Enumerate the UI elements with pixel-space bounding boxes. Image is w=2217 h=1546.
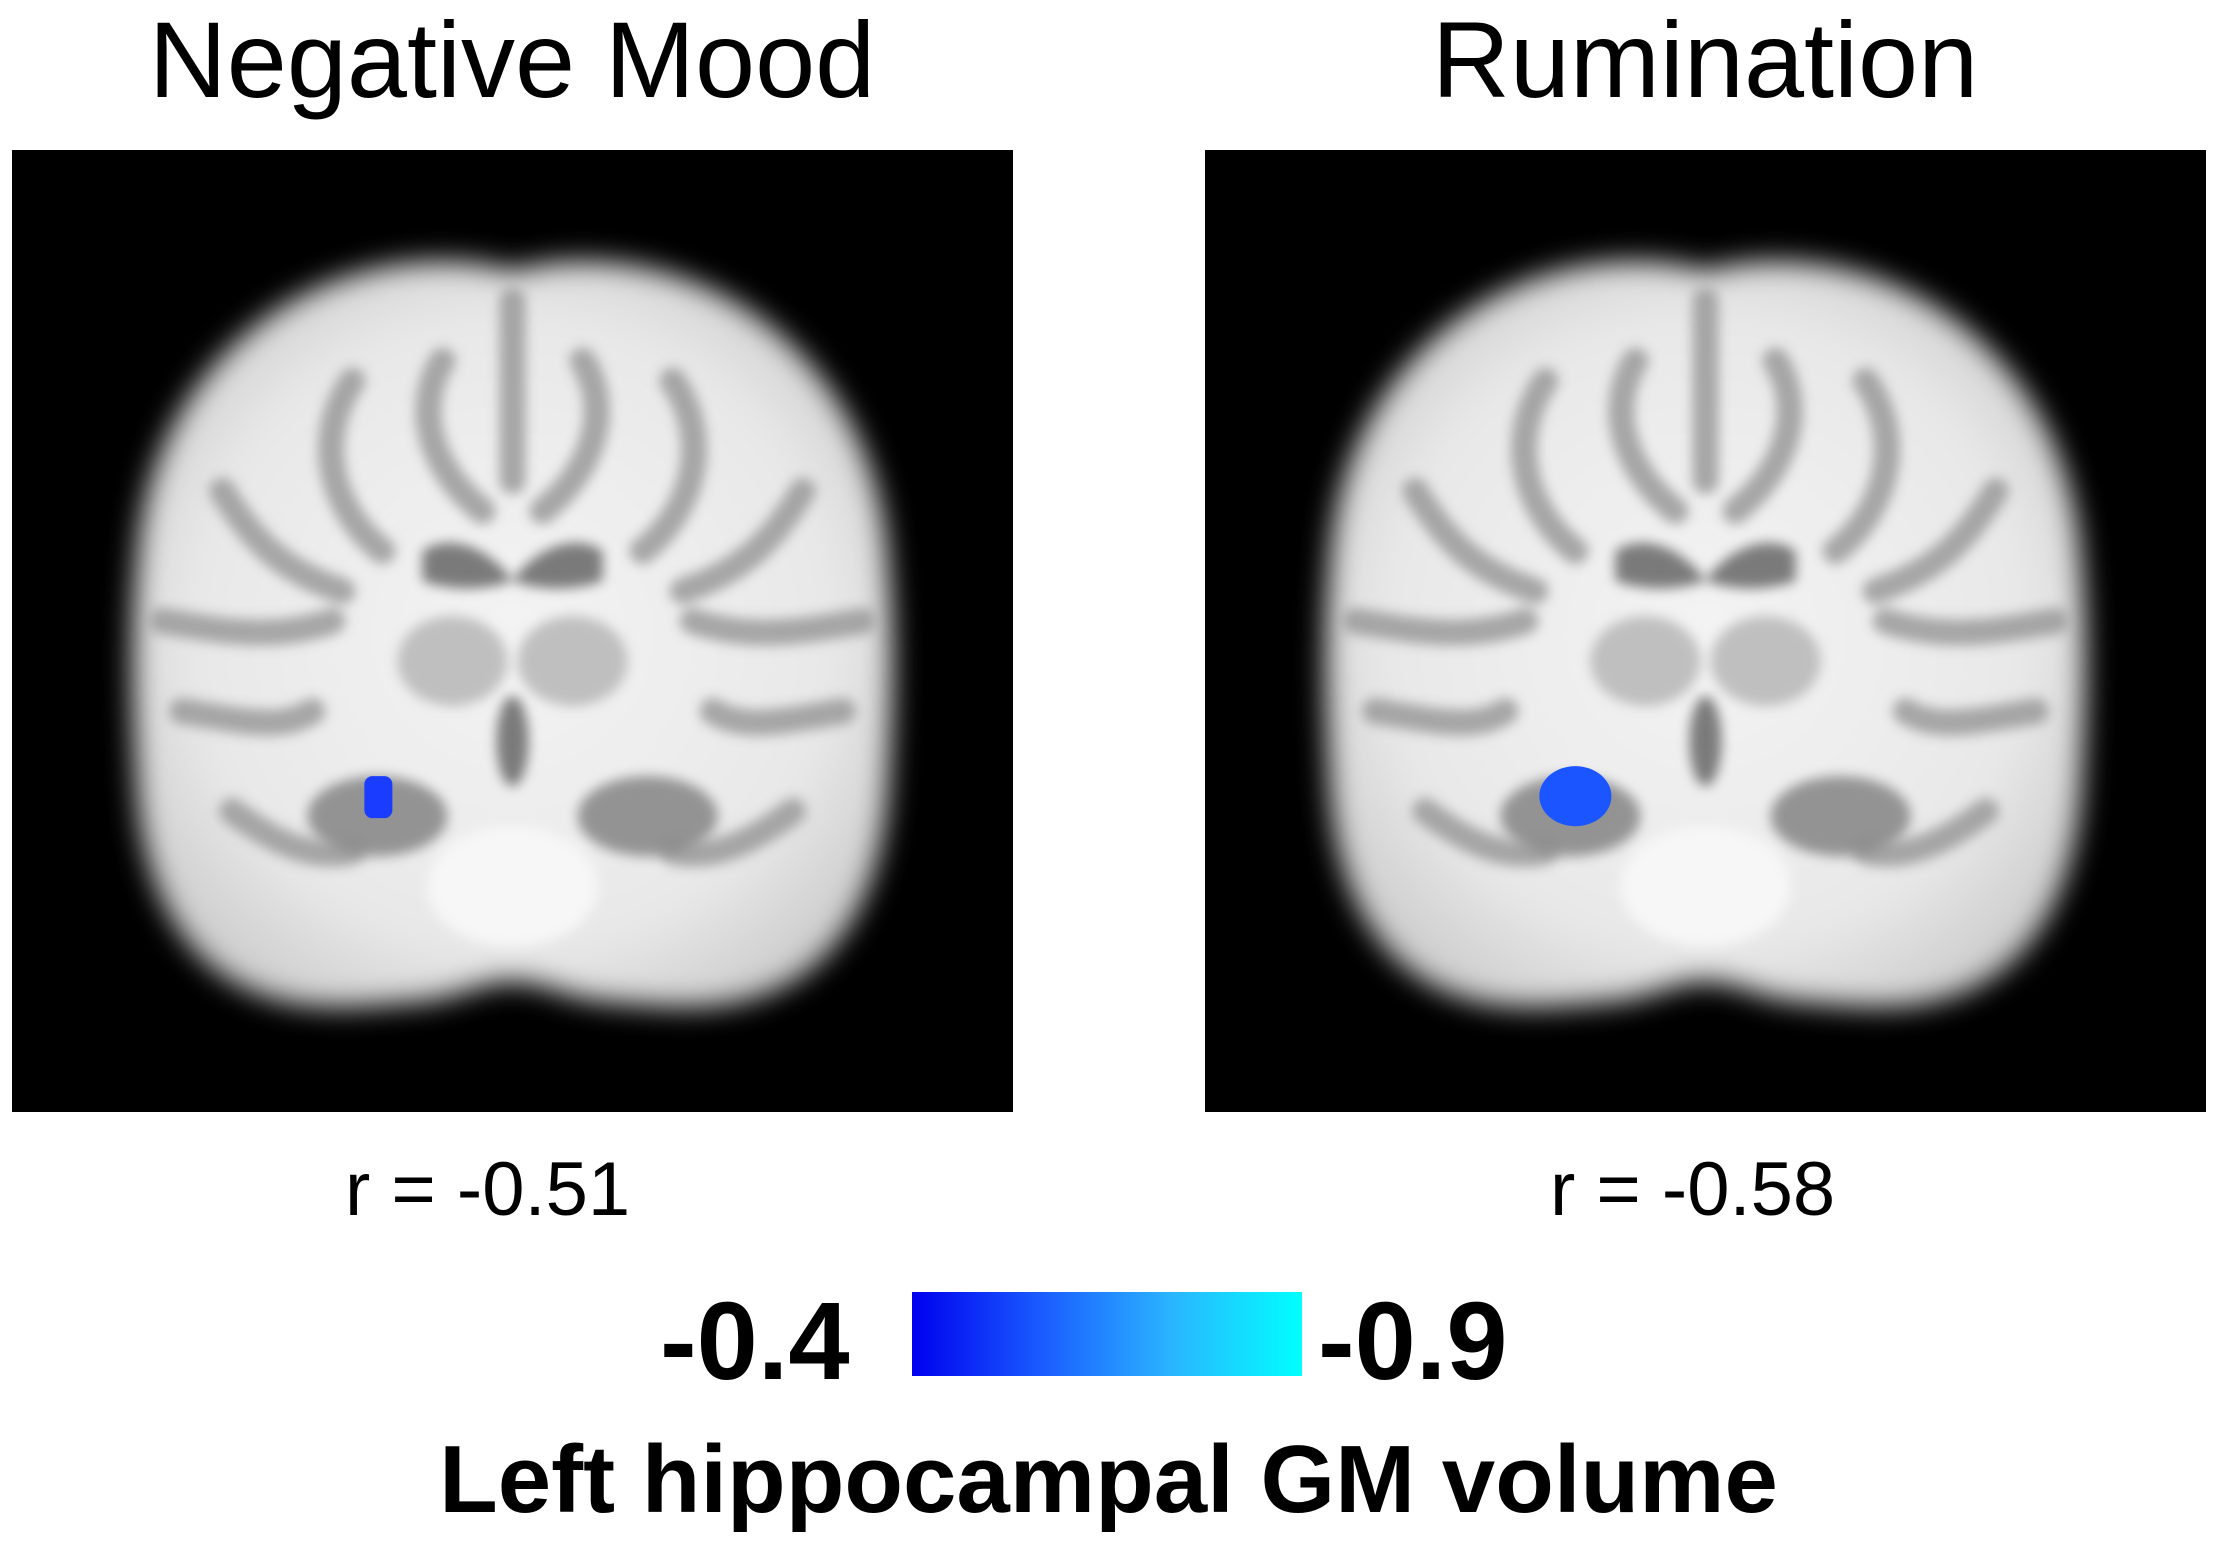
correlation-rumination: r = -0.58 <box>1550 1147 1836 1232</box>
coronal-brain-slice-icon <box>12 150 1013 1112</box>
colorbar-min-label: -0.4 <box>660 1280 850 1403</box>
correlation-negative-mood: r = -0.51 <box>345 1147 631 1232</box>
coronal-brain-slice-icon <box>1205 150 2206 1112</box>
hippocampal-cluster-marker <box>364 776 393 819</box>
brain-scan-negative-mood <box>12 150 1013 1112</box>
panel-title-rumination: Rumination <box>1431 0 1979 120</box>
brain-scan-rumination <box>1205 150 2206 1112</box>
colorbar <box>912 1292 1302 1376</box>
figure-caption: Left hippocampal GM volume <box>439 1426 1778 1533</box>
panel-title-negative-mood: Negative Mood <box>148 0 876 120</box>
colorbar-max-label: -0.9 <box>1318 1280 1508 1403</box>
hippocampal-cluster-marker <box>1539 766 1612 827</box>
